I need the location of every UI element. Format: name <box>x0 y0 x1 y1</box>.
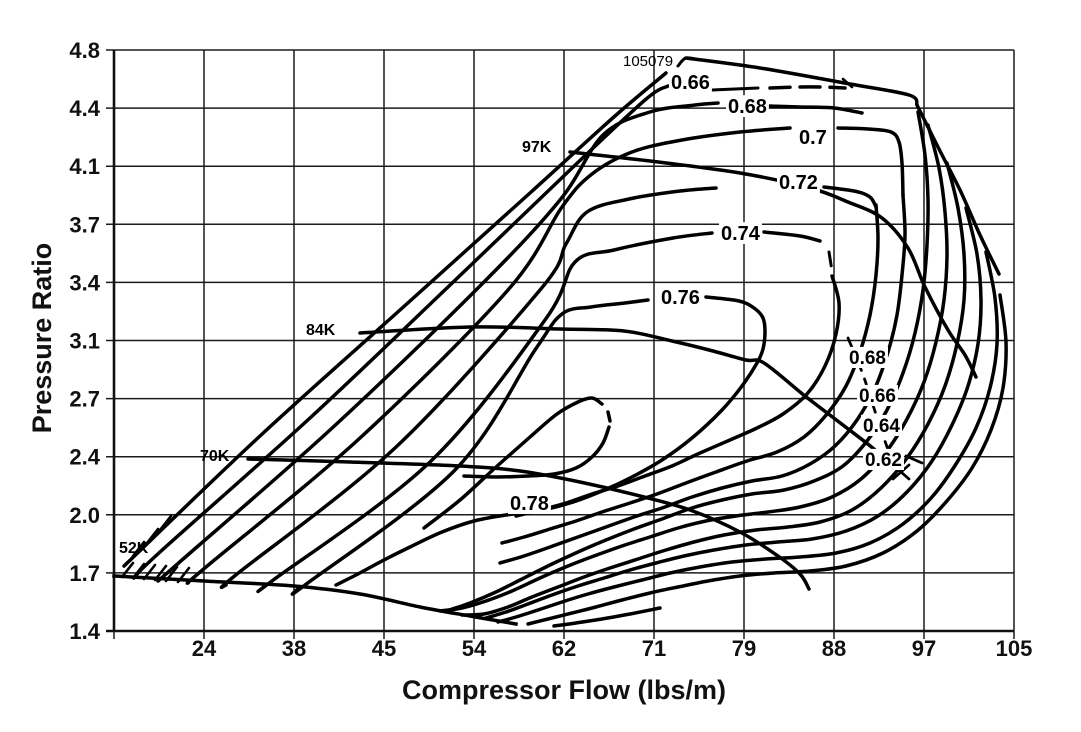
svg-text:79: 79 <box>732 636 756 661</box>
svg-text:38: 38 <box>282 636 306 661</box>
svg-text:84K: 84K <box>306 322 336 339</box>
svg-text:0.74: 0.74 <box>721 223 761 245</box>
svg-text:2.0: 2.0 <box>69 503 100 528</box>
svg-text:2.4: 2.4 <box>69 445 100 470</box>
svg-text:0.68: 0.68 <box>728 96 767 118</box>
svg-text:Compressor Flow (lbs/m): Compressor Flow (lbs/m) <box>402 675 726 705</box>
svg-text:0.66: 0.66 <box>859 386 896 407</box>
svg-text:4.1: 4.1 <box>69 154 100 179</box>
svg-text:2.7: 2.7 <box>69 387 100 412</box>
svg-text:105079: 105079 <box>623 53 673 70</box>
svg-text:71: 71 <box>642 636 666 661</box>
svg-text:1.7: 1.7 <box>69 561 100 586</box>
svg-text:1.4: 1.4 <box>69 619 100 644</box>
svg-text:0.78: 0.78 <box>510 493 549 515</box>
svg-text:0.7: 0.7 <box>799 127 827 149</box>
svg-text:3.4: 3.4 <box>69 270 100 295</box>
svg-text:0.72: 0.72 <box>779 172 818 194</box>
svg-text:54: 54 <box>462 636 487 661</box>
svg-text:97K: 97K <box>522 139 552 156</box>
svg-text:Pressure Ratio: Pressure Ratio <box>27 243 57 434</box>
svg-text:88: 88 <box>822 636 846 661</box>
svg-text:52K: 52K <box>119 540 149 557</box>
svg-text:0.64: 0.64 <box>863 416 900 437</box>
svg-text:3.7: 3.7 <box>69 212 100 237</box>
svg-text:0.62: 0.62 <box>865 450 902 471</box>
svg-text:3.1: 3.1 <box>69 329 100 354</box>
svg-text:0.76: 0.76 <box>661 287 700 309</box>
svg-text:62: 62 <box>552 636 576 661</box>
svg-text:105: 105 <box>996 636 1033 661</box>
svg-text:45: 45 <box>372 636 396 661</box>
svg-text:70K: 70K <box>200 448 230 465</box>
svg-text:97: 97 <box>912 636 936 661</box>
svg-text:4.8: 4.8 <box>69 38 100 63</box>
svg-text:4.4: 4.4 <box>69 96 100 121</box>
svg-text:0.66: 0.66 <box>671 72 710 94</box>
svg-text:0.68: 0.68 <box>849 348 886 369</box>
svg-text:24: 24 <box>192 636 217 661</box>
